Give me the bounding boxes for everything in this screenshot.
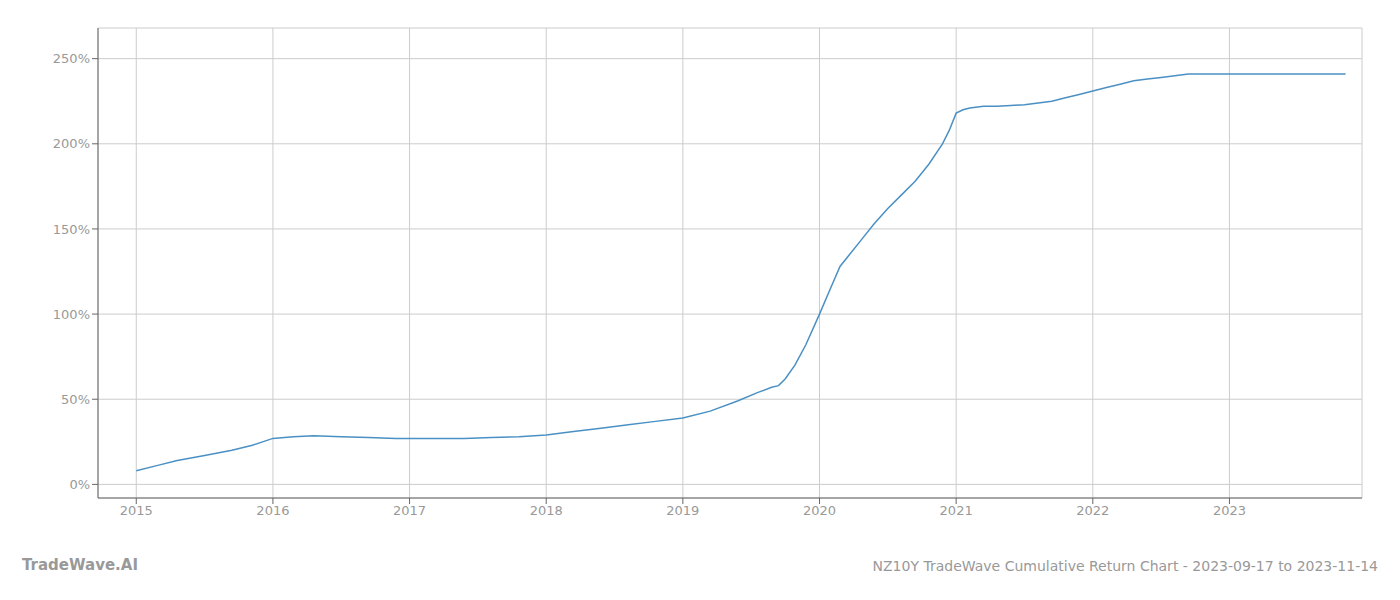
svg-text:2017: 2017 bbox=[393, 503, 426, 518]
svg-text:200%: 200% bbox=[53, 136, 90, 151]
svg-text:150%: 150% bbox=[53, 222, 90, 237]
svg-text:2018: 2018 bbox=[530, 503, 563, 518]
html-text:TradeWave.AI: TradeWave.AI bbox=[22, 556, 138, 574]
svg-text:2021: 2021 bbox=[940, 503, 973, 518]
svg-text:0%: 0% bbox=[69, 477, 90, 492]
svg-text:2020: 2020 bbox=[803, 503, 836, 518]
html-text:NZ10Y TradeWave Cumulative Ret: NZ10Y TradeWave Cumulative Return Chart … bbox=[872, 558, 1378, 574]
svg-text:2023: 2023 bbox=[1213, 503, 1246, 518]
svg-text:2022: 2022 bbox=[1076, 503, 1109, 518]
svg-text:2016: 2016 bbox=[256, 503, 289, 518]
svg-text:2019: 2019 bbox=[666, 503, 699, 518]
svg-text:2015: 2015 bbox=[120, 503, 153, 518]
svg-text:250%: 250% bbox=[53, 51, 90, 66]
svg-text:100%: 100% bbox=[53, 307, 90, 322]
svg-text:50%: 50% bbox=[61, 392, 90, 407]
